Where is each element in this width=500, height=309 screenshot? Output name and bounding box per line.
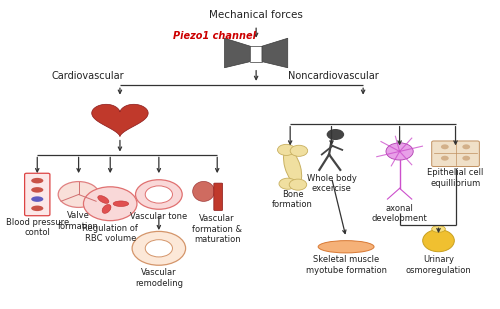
FancyBboxPatch shape	[432, 141, 480, 167]
Ellipse shape	[284, 149, 302, 184]
Text: Blood pressure
contol: Blood pressure contol	[6, 218, 69, 237]
Text: Valve
formation: Valve formation	[58, 211, 99, 231]
Text: Cardiovascular: Cardiovascular	[52, 71, 125, 81]
Ellipse shape	[31, 205, 44, 211]
Polygon shape	[262, 38, 287, 68]
Text: Bone
formation: Bone formation	[272, 190, 313, 209]
Text: Epithelial cell
equillibrium: Epithelial cell equillibrium	[428, 168, 484, 188]
Text: Vascular
formation &
maturation: Vascular formation & maturation	[192, 214, 242, 244]
Text: Vascular
remodeling: Vascular remodeling	[135, 268, 183, 288]
Text: Noncardiovascular: Noncardiovascular	[288, 71, 378, 81]
Circle shape	[132, 231, 186, 265]
Ellipse shape	[31, 187, 44, 193]
Ellipse shape	[98, 196, 109, 203]
Circle shape	[326, 129, 344, 140]
Ellipse shape	[113, 201, 128, 206]
Ellipse shape	[31, 196, 44, 202]
Ellipse shape	[31, 178, 44, 184]
Circle shape	[290, 145, 308, 156]
Circle shape	[145, 186, 172, 203]
Circle shape	[278, 144, 295, 155]
Circle shape	[58, 182, 99, 207]
Ellipse shape	[422, 230, 454, 252]
FancyBboxPatch shape	[214, 183, 222, 210]
Text: Regulation of
RBC volume: Regulation of RBC volume	[82, 224, 138, 243]
Text: Whole body
excercise: Whole body excercise	[306, 174, 356, 193]
Text: Skeletal muscle
myotube formation: Skeletal muscle myotube formation	[306, 256, 386, 275]
Text: Vascular tone: Vascular tone	[130, 212, 188, 221]
Text: Urinary
osmoregulation: Urinary osmoregulation	[406, 256, 471, 275]
Polygon shape	[224, 38, 250, 68]
Circle shape	[136, 180, 182, 209]
Polygon shape	[92, 104, 148, 137]
Circle shape	[386, 143, 413, 160]
Circle shape	[84, 187, 137, 221]
Circle shape	[462, 156, 470, 161]
Text: Mechanical forces: Mechanical forces	[209, 10, 303, 20]
FancyBboxPatch shape	[24, 173, 50, 216]
Text: axonal
development: axonal development	[372, 204, 428, 223]
Circle shape	[145, 240, 172, 257]
Circle shape	[289, 179, 306, 190]
Circle shape	[441, 144, 448, 149]
Circle shape	[279, 178, 296, 189]
Text: Piezo1 channel: Piezo1 channel	[174, 31, 256, 41]
Circle shape	[441, 156, 448, 161]
Ellipse shape	[318, 241, 374, 253]
Ellipse shape	[432, 226, 446, 232]
Ellipse shape	[192, 181, 214, 201]
Ellipse shape	[102, 205, 111, 213]
Circle shape	[462, 144, 470, 149]
